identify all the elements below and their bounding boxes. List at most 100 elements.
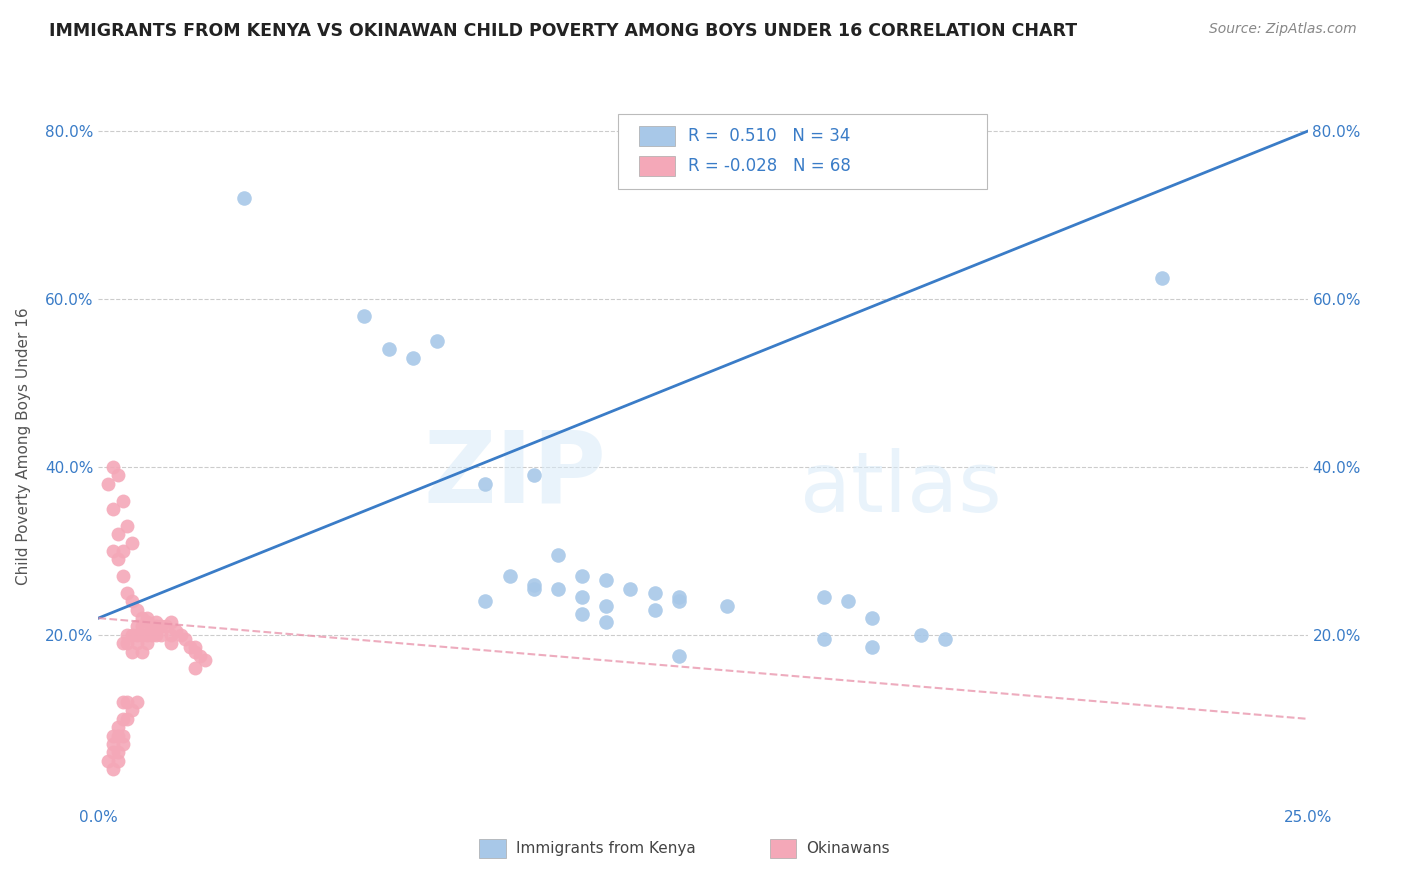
Text: R = -0.028   N = 68: R = -0.028 N = 68 (689, 157, 852, 175)
Text: Immigrants from Kenya: Immigrants from Kenya (516, 841, 696, 856)
Point (101, 762, 124, 776)
Text: ZIP: ZIP (423, 426, 606, 523)
Point (107, 552, 129, 566)
Point (619, 582, 641, 596)
Point (131, 628, 153, 642)
Point (910, 628, 932, 642)
Point (547, 582, 569, 596)
Point (117, 628, 139, 642)
Point (160, 628, 183, 642)
Text: Source: ZipAtlas.com: Source: ZipAtlas.com (1209, 22, 1357, 37)
Point (101, 544, 124, 558)
Point (131, 645, 153, 659)
Point (101, 460, 124, 475)
Point (107, 468, 129, 483)
Point (571, 569, 593, 583)
Point (184, 661, 207, 675)
Point (184, 640, 207, 655)
Point (644, 603, 666, 617)
Point (474, 476, 496, 491)
Point (184, 645, 207, 659)
Point (160, 636, 183, 650)
Y-axis label: Child Poverty Among Boys Under 16: Child Poverty Among Boys Under 16 (17, 307, 31, 585)
Point (107, 527, 129, 541)
Point (145, 619, 167, 633)
Bar (638, 156, 675, 177)
Point (111, 636, 134, 650)
Point (107, 746, 129, 760)
Point (141, 619, 163, 633)
Point (131, 619, 153, 633)
Point (135, 611, 157, 625)
Point (571, 590, 593, 604)
Point (117, 518, 139, 533)
Point (232, 191, 254, 205)
Point (523, 582, 546, 596)
Point (107, 729, 129, 743)
Point (97, 476, 120, 491)
Bar (638, 127, 675, 146)
Point (644, 586, 666, 600)
Point (141, 628, 163, 642)
Point (474, 594, 496, 608)
Point (934, 632, 956, 646)
Point (668, 648, 690, 663)
Point (174, 632, 197, 646)
Point (121, 594, 143, 608)
Point (169, 628, 191, 642)
Point (121, 628, 143, 642)
Point (145, 615, 167, 630)
Point (426, 334, 449, 348)
Point (402, 351, 425, 365)
Point (127, 636, 149, 650)
Point (668, 590, 690, 604)
Point (188, 648, 211, 663)
Bar (769, 839, 796, 858)
Point (547, 548, 569, 562)
Bar (479, 839, 506, 858)
Point (111, 544, 134, 558)
Point (107, 720, 129, 734)
Text: atlas: atlas (800, 449, 1001, 529)
Text: R =  0.510   N = 34: R = 0.510 N = 34 (689, 128, 851, 145)
Point (135, 615, 157, 630)
Point (353, 309, 375, 323)
Point (111, 712, 134, 726)
Point (668, 594, 690, 608)
Point (131, 611, 153, 625)
Point (111, 569, 134, 583)
Point (837, 594, 859, 608)
Point (595, 599, 617, 613)
Point (127, 603, 149, 617)
Point (111, 729, 134, 743)
Point (135, 628, 157, 642)
Point (97, 754, 120, 768)
Point (595, 615, 617, 630)
Point (117, 636, 139, 650)
Point (179, 640, 201, 655)
Point (111, 695, 134, 709)
Point (860, 640, 883, 655)
Point (1152, 271, 1174, 285)
Point (107, 754, 129, 768)
Point (127, 619, 149, 633)
Point (135, 636, 157, 650)
Text: IMMIGRANTS FROM KENYA VS OKINAWAN CHILD POVERTY AMONG BOYS UNDER 16 CORRELATION : IMMIGRANTS FROM KENYA VS OKINAWAN CHILD … (49, 22, 1077, 40)
Point (150, 628, 173, 642)
Point (117, 695, 139, 709)
Point (101, 746, 124, 760)
Point (813, 590, 835, 604)
Point (127, 628, 149, 642)
Point (101, 502, 124, 516)
Point (523, 468, 546, 483)
Point (101, 737, 124, 751)
Point (194, 653, 217, 667)
Point (127, 695, 149, 709)
Point (117, 712, 139, 726)
Point (571, 607, 593, 621)
FancyBboxPatch shape (619, 114, 987, 189)
Point (160, 615, 183, 630)
Point (111, 493, 134, 508)
Point (165, 624, 187, 638)
Point (101, 729, 124, 743)
